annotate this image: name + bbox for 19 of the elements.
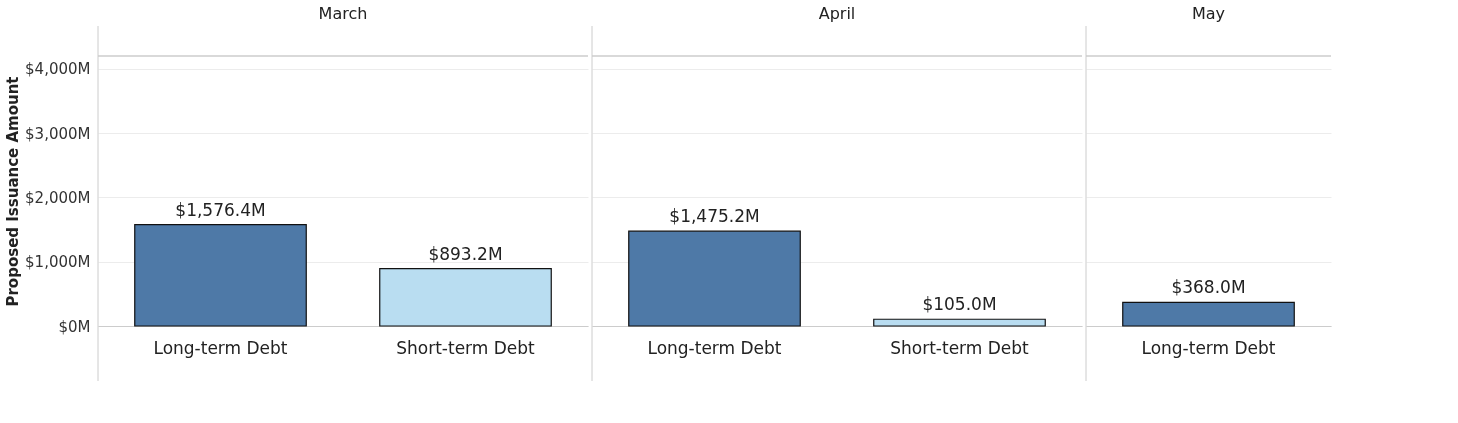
chart-title: March <box>318 3 368 23</box>
data-label: $1,475.2M <box>669 206 760 227</box>
x-tick-label: Short-term Debt <box>396 337 536 358</box>
data-label: $105.0M <box>922 294 997 315</box>
y-axis-title: Proposed Issuance Amount <box>4 76 23 307</box>
chart-title: May <box>1191 3 1226 23</box>
x-tick-label: Long-term Debt <box>153 337 288 358</box>
x-tick-label: Long-term Debt <box>1141 337 1276 358</box>
chart-title: April <box>818 3 856 23</box>
data-label: $893.2M <box>428 243 503 264</box>
y-tick-label: $0M <box>58 317 91 336</box>
y-tick-label: $1,000M <box>25 253 91 272</box>
y-tick-label: $3,000M <box>25 124 91 143</box>
data-label: $368.0M <box>1171 277 1246 298</box>
data-label: $1,576.4M <box>175 199 266 220</box>
x-tick-label: Short-term Debt <box>890 337 1030 358</box>
y-tick-label: $4,000M <box>25 60 91 79</box>
y-tick-label: $2,000M <box>25 188 91 207</box>
x-tick-label: Long-term Debt <box>647 337 782 358</box>
